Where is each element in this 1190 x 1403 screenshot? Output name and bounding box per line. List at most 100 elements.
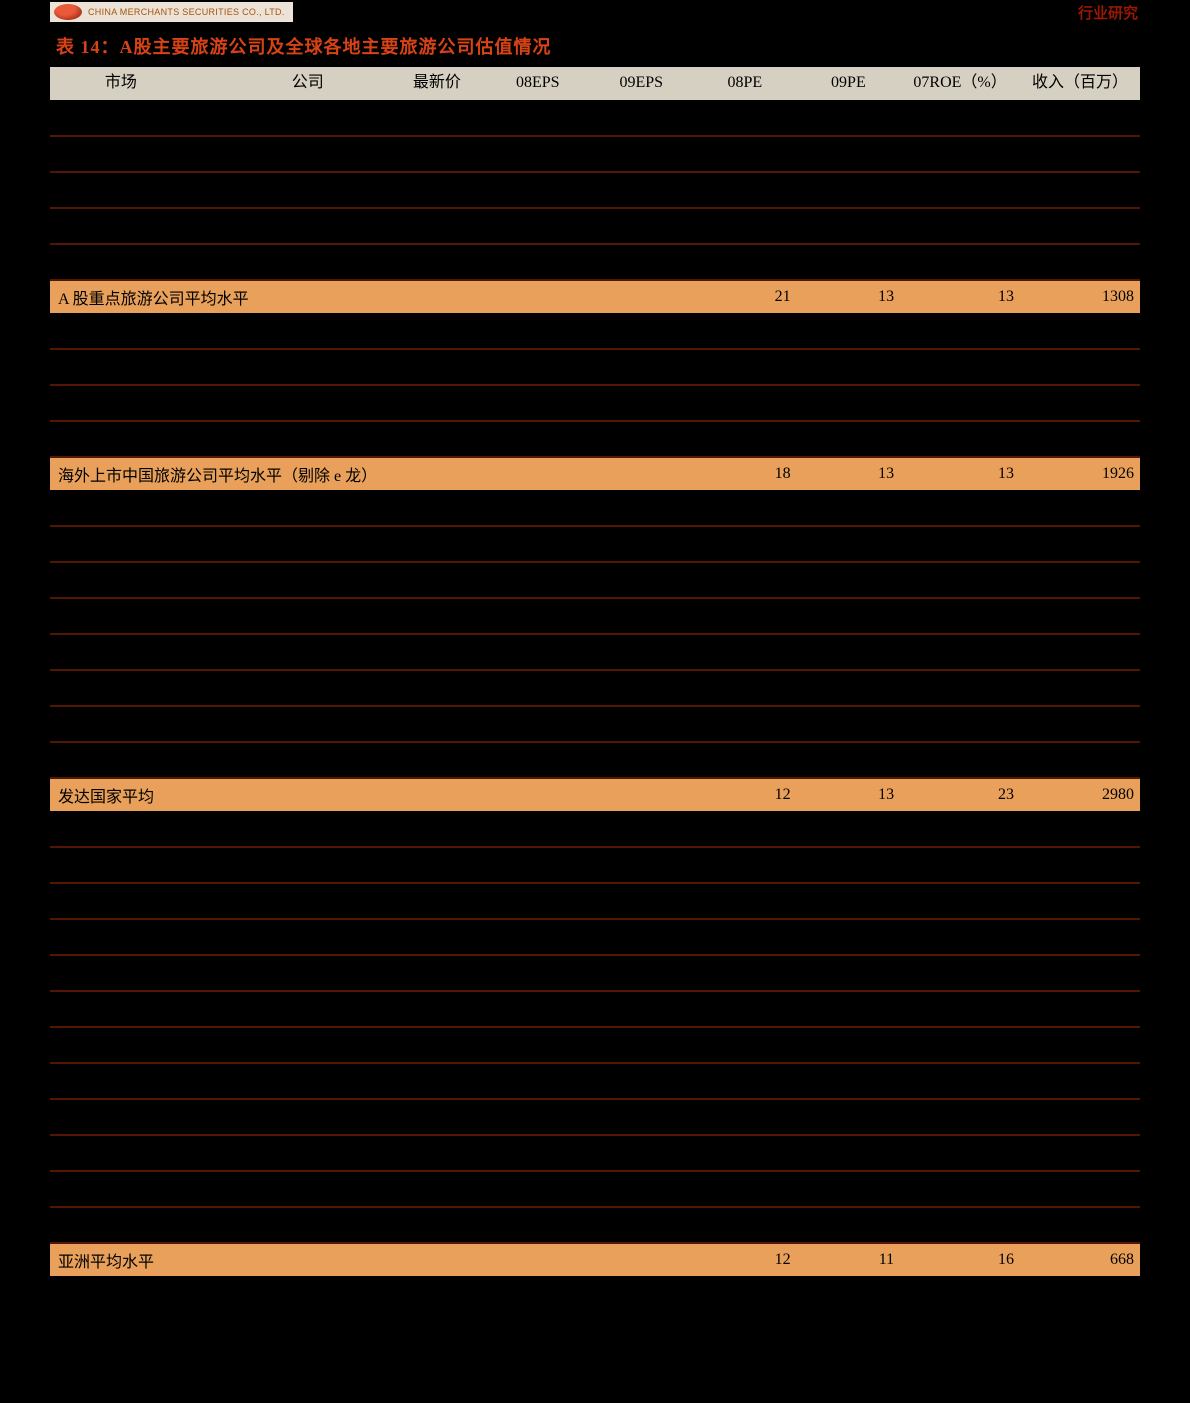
table-cell xyxy=(1020,490,1140,526)
table-cell xyxy=(486,526,590,562)
table-cell xyxy=(1020,1063,1140,1099)
table-cell xyxy=(50,1027,192,1063)
table-cell xyxy=(590,883,694,919)
table-cell xyxy=(693,526,797,562)
table-cell xyxy=(388,208,486,244)
table-cell xyxy=(486,1135,590,1171)
table-cell xyxy=(1020,1135,1140,1171)
table-cell xyxy=(1020,1099,1140,1135)
table-cell xyxy=(590,991,694,1027)
col-header-company: 公司 xyxy=(192,67,388,100)
logo-text: CHINA MERCHANTS SECURITIES CO., LTD. xyxy=(88,7,285,17)
table-cell xyxy=(900,100,1020,136)
summary-value: 23 xyxy=(900,778,1020,811)
summary-value xyxy=(388,778,486,811)
table-cell xyxy=(192,1063,388,1099)
table-cell xyxy=(50,349,192,385)
table-cell xyxy=(50,526,192,562)
summary-value xyxy=(486,280,590,313)
table-title: 表 14：A股主要旅游公司及全球各地主要旅游公司估值情况 xyxy=(50,25,1140,67)
summary-row: A 股重点旅游公司平均水平2113131308 xyxy=(50,280,1140,313)
table-row xyxy=(50,313,1140,349)
table-row xyxy=(50,136,1140,172)
table-cell xyxy=(693,919,797,955)
table-cell xyxy=(388,955,486,991)
summary-value: 13 xyxy=(797,778,901,811)
table-cell xyxy=(590,1207,694,1243)
summary-value: 13 xyxy=(797,280,901,313)
table-cell xyxy=(486,883,590,919)
table-cell xyxy=(693,136,797,172)
table-cell xyxy=(388,1171,486,1207)
table-cell xyxy=(1020,955,1140,991)
table-cell xyxy=(693,244,797,280)
col-header-08eps: 08EPS xyxy=(486,67,590,100)
table-cell xyxy=(1020,706,1140,742)
table-cell xyxy=(797,136,901,172)
table-row xyxy=(50,1207,1140,1243)
table-cell xyxy=(590,1027,694,1063)
table-cell xyxy=(1020,208,1140,244)
table-cell xyxy=(50,919,192,955)
table-cell xyxy=(486,349,590,385)
col-header-08pe: 08PE xyxy=(693,67,797,100)
table-cell xyxy=(50,385,192,421)
table-cell xyxy=(797,100,901,136)
table-cell xyxy=(693,172,797,208)
table-cell xyxy=(486,421,590,457)
table-cell xyxy=(388,1063,486,1099)
table-cell xyxy=(192,421,388,457)
summary-value xyxy=(590,280,694,313)
table-cell xyxy=(900,811,1020,847)
table-cell xyxy=(50,244,192,280)
table-cell xyxy=(192,955,388,991)
table-cell xyxy=(693,991,797,1027)
table-cell xyxy=(388,811,486,847)
table-cell xyxy=(50,1099,192,1135)
summary-value xyxy=(486,1243,590,1276)
summary-label: 海外上市中国旅游公司平均水平（剔除 e 龙） xyxy=(50,457,388,490)
table-row xyxy=(50,385,1140,421)
table-cell xyxy=(50,706,192,742)
table-cell xyxy=(693,670,797,706)
table-row xyxy=(50,100,1140,136)
table-cell xyxy=(50,100,192,136)
table-cell xyxy=(797,706,901,742)
table-cell xyxy=(797,208,901,244)
table-row xyxy=(50,490,1140,526)
table-cell xyxy=(50,1171,192,1207)
table-cell xyxy=(693,1171,797,1207)
table-cell xyxy=(693,349,797,385)
table-cell xyxy=(388,1099,486,1135)
table-cell xyxy=(900,634,1020,670)
table-cell xyxy=(1020,100,1140,136)
summary-value: 13 xyxy=(797,457,901,490)
table-cell xyxy=(900,1099,1020,1135)
table-cell xyxy=(192,1099,388,1135)
table-cell xyxy=(192,208,388,244)
table-cell xyxy=(388,1135,486,1171)
table-cell xyxy=(192,490,388,526)
table-cell xyxy=(900,847,1020,883)
table-cell xyxy=(900,490,1020,526)
table-cell xyxy=(693,955,797,991)
table-cell xyxy=(590,955,694,991)
table-row xyxy=(50,670,1140,706)
table-cell xyxy=(192,1135,388,1171)
table-cell xyxy=(797,598,901,634)
table-row xyxy=(50,1063,1140,1099)
table-row xyxy=(50,172,1140,208)
summary-value xyxy=(590,1243,694,1276)
table-cell xyxy=(192,811,388,847)
table-cell xyxy=(900,1027,1020,1063)
table-cell xyxy=(900,1207,1020,1243)
table-cell xyxy=(797,490,901,526)
summary-value: 2980 xyxy=(1020,778,1140,811)
table-cell xyxy=(693,1099,797,1135)
table-cell xyxy=(797,955,901,991)
logo-icon xyxy=(54,4,82,20)
table-cell xyxy=(900,349,1020,385)
table-cell xyxy=(1020,598,1140,634)
table-cell xyxy=(797,670,901,706)
summary-label: 发达国家平均 xyxy=(50,778,388,811)
